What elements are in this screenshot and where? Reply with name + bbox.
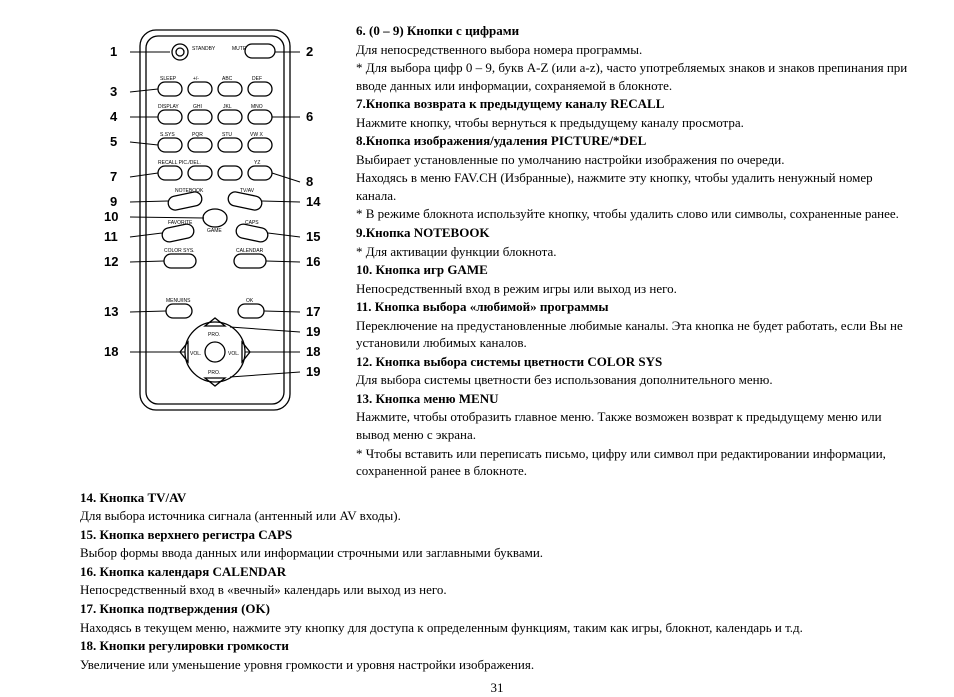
svg-text:PRO.: PRO.	[208, 332, 220, 338]
svg-text:18: 18	[104, 344, 118, 359]
page: STANDBY MUTE SLEEP +/- ABC DEF DISPLAY G…	[0, 0, 954, 675]
heading-14: 14. Кнопка TV/AV	[80, 489, 914, 507]
text-7: Нажмите кнопку, чтобы вернуться к предыд…	[356, 114, 914, 132]
text-16: Непосредственный вход в «вечный» календа…	[80, 581, 914, 599]
svg-text:CALENDAR: CALENDAR	[236, 248, 264, 254]
svg-text:3: 3	[110, 84, 117, 99]
svg-text:15: 15	[306, 229, 320, 244]
svg-text:10: 10	[104, 209, 118, 224]
svg-text:19: 19	[306, 364, 320, 379]
svg-text:2: 2	[306, 44, 313, 59]
svg-text:S.SYS: S.SYS	[160, 132, 175, 138]
svg-text:VOL.: VOL.	[190, 351, 201, 357]
svg-text:GHI: GHI	[193, 104, 202, 110]
svg-text:6: 6	[306, 109, 313, 124]
svg-text:MNO: MNO	[251, 104, 263, 110]
svg-text:PRO.: PRO.	[208, 370, 220, 376]
heading-17: 17. Кнопка подтверждения (OK)	[80, 600, 914, 618]
svg-text:17: 17	[306, 304, 320, 319]
heading-15: 15. Кнопка верхнего регистра CAPS	[80, 526, 914, 544]
heading-10: 10. Кнопка игр GAME	[356, 261, 914, 279]
svg-text:YZ: YZ	[254, 160, 260, 166]
text-17: Находясь в текущем меню, нажмите эту кно…	[80, 619, 914, 637]
svg-text:GAME: GAME	[207, 228, 222, 234]
svg-text:MUTE: MUTE	[232, 46, 247, 52]
svg-text:12: 12	[104, 254, 118, 269]
heading-7: 7.Кнопка возврата к предыдущему каналу R…	[356, 95, 914, 113]
svg-text:MENU/INS: MENU/INS	[166, 298, 191, 304]
svg-text:SLEEP: SLEEP	[160, 76, 177, 82]
svg-text:DISPLAY: DISPLAY	[158, 104, 179, 110]
text-8c: * В режиме блокнота используйте кнопку, …	[356, 205, 914, 223]
text-18: Увеличение или уменьшение уровня громкос…	[80, 656, 914, 674]
svg-text:VOL.: VOL.	[228, 351, 239, 357]
text-8b: Находясь в меню FAV.CH (Избранные), нажм…	[356, 169, 914, 204]
svg-text:14: 14	[306, 194, 321, 209]
svg-text:DEF: DEF	[252, 76, 262, 82]
svg-text:9: 9	[110, 194, 117, 209]
svg-text:13: 13	[104, 304, 118, 319]
svg-text:ABC: ABC	[222, 76, 233, 82]
svg-text:FAVORITE: FAVORITE	[168, 220, 193, 226]
heading-8: 8.Кнопка изображения/удаления PICTURE/*D…	[356, 132, 914, 150]
svg-text:NOTEBOOK: NOTEBOOK	[175, 188, 204, 194]
text-10: Непосредственный вход в режим игры или в…	[356, 280, 914, 298]
svg-text:TV/AV: TV/AV	[240, 188, 255, 194]
text-13b: * Чтобы вставить или переписать письмо, …	[356, 445, 914, 480]
svg-text:CAPS: CAPS	[245, 220, 259, 226]
svg-text:18: 18	[306, 344, 320, 359]
text-15: Выбор формы ввода данных или информации …	[80, 544, 914, 562]
svg-text:1: 1	[110, 44, 117, 59]
text-8a: Выбирает установленные по умолчанию наст…	[356, 151, 914, 169]
heading-11: 11. Кнопка выбора «любимой» программы	[356, 298, 914, 316]
text-14: Для выбора источника сигнала (антенный и…	[80, 507, 914, 525]
text-9: * Для активации функции блокнота.	[356, 243, 914, 261]
text-11: Переключение на предустановленные любимы…	[356, 317, 914, 352]
svg-text:RECALL PIC./DEL.: RECALL PIC./DEL.	[158, 160, 201, 166]
bottom-text-block: 14. Кнопка TV/AV Для выбора источника си…	[80, 489, 914, 673]
svg-text:STU: STU	[222, 132, 232, 138]
remote-svg: STANDBY MUTE SLEEP +/- ABC DEF DISPLAY G…	[80, 22, 350, 422]
svg-text:OK: OK	[246, 298, 254, 304]
svg-text:4: 4	[110, 109, 118, 124]
heading-18: 18. Кнопки регулировки громкости	[80, 637, 914, 655]
heading-6: 6. (0 – 9) Кнопки с цифрами	[356, 22, 914, 40]
callouts-right: 2 6 8 14 15 16 17 19 18 19	[230, 44, 321, 379]
svg-text:VW X: VW X	[250, 132, 263, 138]
svg-text:19: 19	[306, 324, 320, 339]
top-row: STANDBY MUTE SLEEP +/- ABC DEF DISPLAY G…	[80, 22, 914, 481]
svg-text:PQR: PQR	[192, 132, 203, 138]
page-number: 31	[80, 679, 914, 697]
svg-text:11: 11	[104, 229, 118, 244]
svg-text:STANDBY: STANDBY	[192, 46, 216, 52]
svg-text:8: 8	[306, 174, 313, 189]
right-text-column: 6. (0 – 9) Кнопки с цифрами Для непосред…	[350, 22, 914, 481]
remote-diagram: STANDBY MUTE SLEEP +/- ABC DEF DISPLAY G…	[80, 22, 350, 481]
text-12: Для выбора системы цветности без использ…	[356, 371, 914, 389]
svg-text:JKL: JKL	[223, 104, 232, 110]
text-6b: * Для выбора цифр 0 – 9, букв A-Z (или a…	[356, 59, 914, 94]
heading-16: 16. Кнопка календаря CALENDAR	[80, 563, 914, 581]
svg-text:7: 7	[110, 169, 117, 184]
heading-9: 9.Кнопка NOTEBOOK	[356, 224, 914, 242]
svg-text:+/-: +/-	[193, 76, 199, 82]
heading-12: 12. Кнопка выбора системы цветности COLO…	[356, 353, 914, 371]
svg-text:5: 5	[110, 134, 117, 149]
svg-text:16: 16	[306, 254, 320, 269]
svg-text:COLOR SYS.: COLOR SYS.	[164, 248, 195, 254]
text-6a: Для непосредственного выбора номера прог…	[356, 41, 914, 59]
heading-13: 13. Кнопка меню MENU	[356, 390, 914, 408]
text-13a: Нажмите, чтобы отобразить главное меню. …	[356, 408, 914, 443]
